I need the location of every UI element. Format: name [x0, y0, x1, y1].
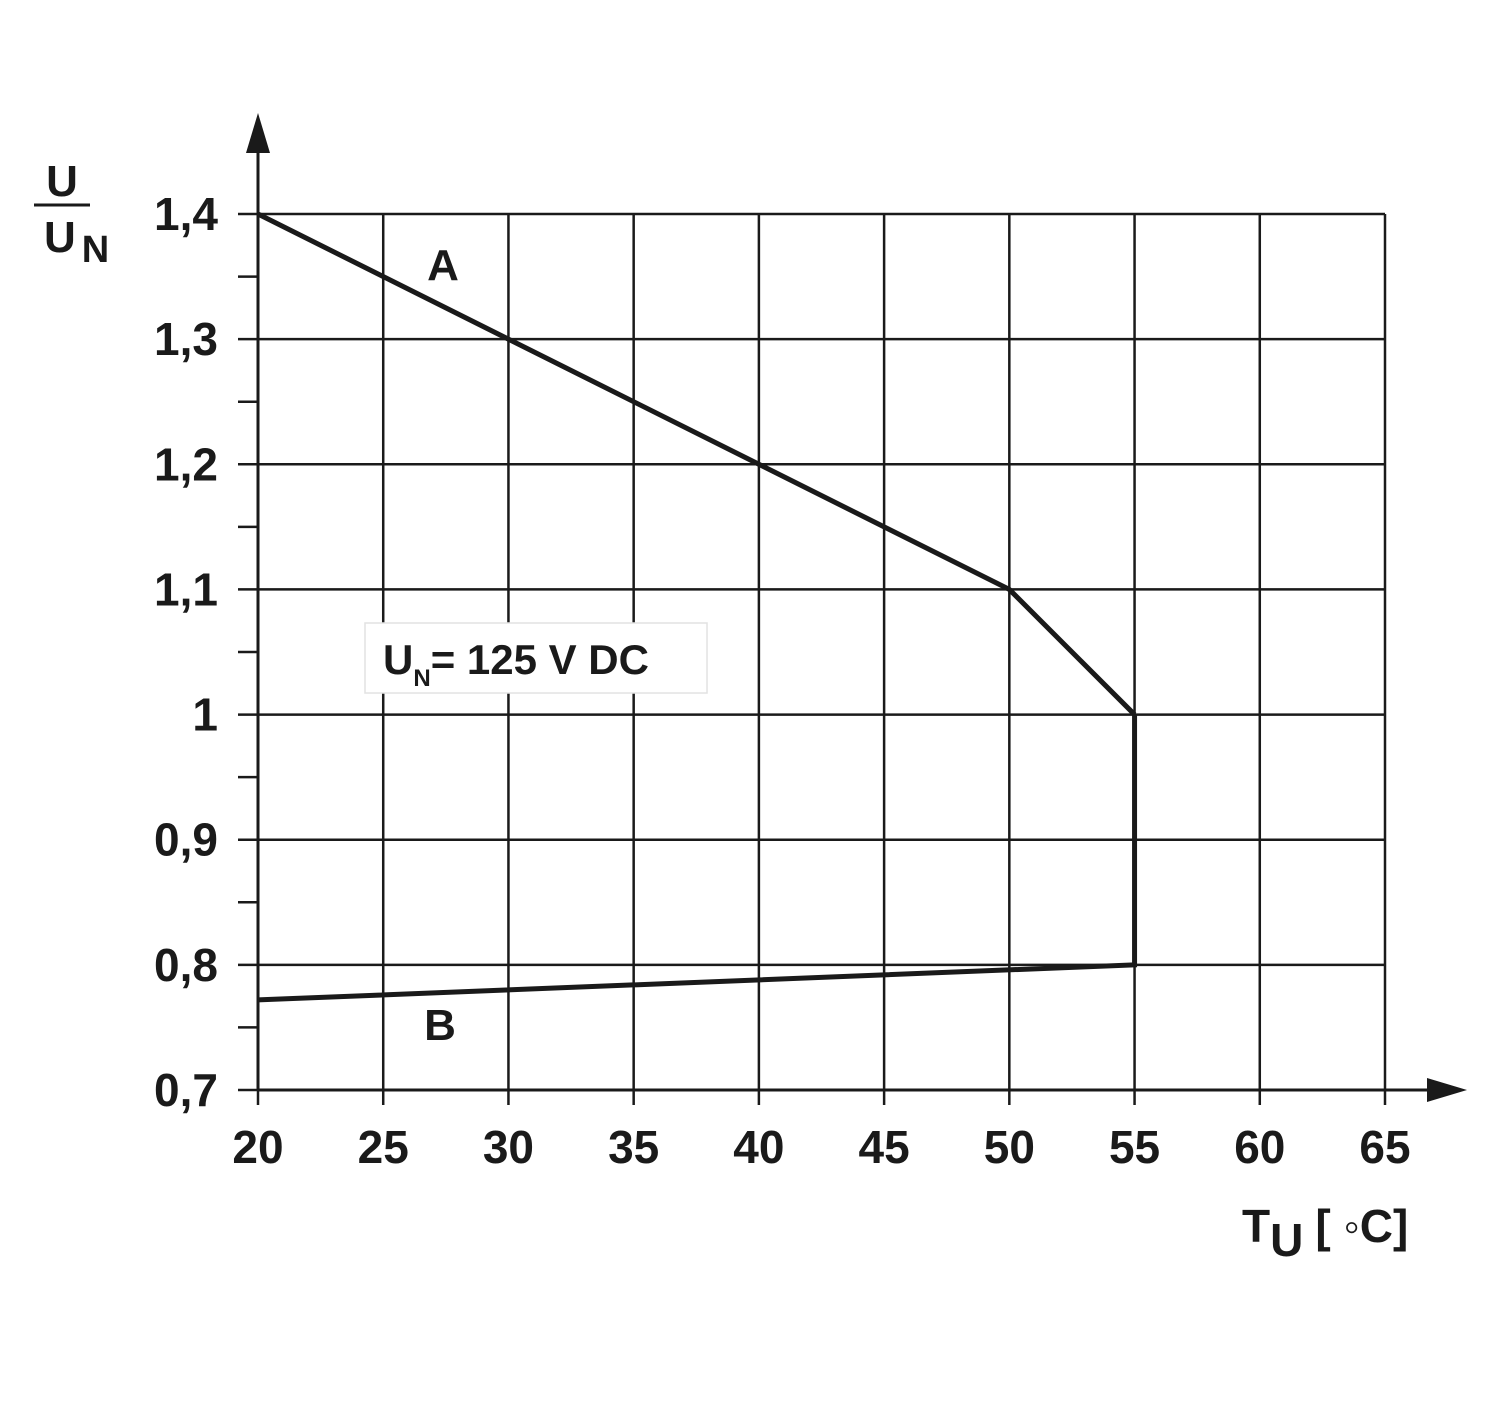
y-tick-label: 1,3 [154, 313, 218, 365]
y-axis-arrow [246, 113, 270, 153]
x-tick-label: 50 [984, 1121, 1035, 1173]
annotation-rest: = 125 V DC [431, 636, 649, 683]
x-label-text: T [1242, 1200, 1270, 1252]
series-line [257, 714, 1138, 1003]
annotation-text: U [383, 636, 413, 683]
annotation-box [364, 622, 708, 694]
x-tick-label: 65 [1359, 1121, 1410, 1173]
x-label-subscript: U [1270, 1214, 1303, 1266]
y-tick-label: 1,2 [154, 438, 218, 490]
x-tick-label: 60 [1234, 1121, 1285, 1173]
y-label-numerator: U [46, 157, 78, 206]
y-tick-label: 1,4 [154, 188, 218, 240]
y-tick-label: 1 [192, 689, 218, 741]
y-label-denominator-text: U [44, 213, 76, 262]
annotation: UN= 125 V DC [383, 636, 649, 692]
x-tick-label: 40 [733, 1121, 784, 1173]
x-tick-label: 55 [1109, 1121, 1160, 1173]
grid [238, 212, 1387, 1105]
y-label-subscript: N [82, 229, 109, 271]
x-label-unit: [ ◦C] [1315, 1200, 1408, 1252]
y-tick-label: 0,9 [154, 814, 218, 866]
plot [256, 211, 1138, 1003]
y-tick-label: 0,7 [154, 1064, 218, 1116]
annotation-subscript: N [413, 665, 430, 692]
y-tick-label: 0,8 [154, 939, 218, 991]
x-tick-label: 45 [859, 1121, 910, 1173]
x-tick-label: 30 [483, 1121, 534, 1173]
series-label: B [424, 1001, 456, 1050]
x-label: TU[ ◦C] [1242, 1200, 1408, 1266]
x-tick-label: 20 [232, 1121, 283, 1173]
x-tick-label: 35 [608, 1121, 659, 1173]
y-tick-label: 1,1 [154, 563, 218, 615]
x-axis-arrow [1427, 1078, 1467, 1102]
x-tick-label: 25 [358, 1121, 409, 1173]
series-line [256, 211, 1137, 717]
series-label: A [427, 241, 459, 290]
